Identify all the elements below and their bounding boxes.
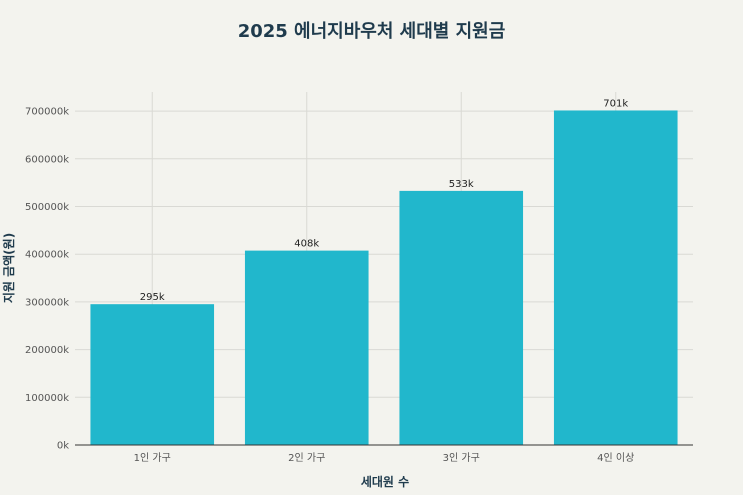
x-axis-title: 세대원 수: [361, 474, 409, 489]
y-tick-label: 100000k: [25, 393, 69, 404]
y-tick-label: 600000k: [25, 154, 69, 165]
x-tick-label: 2인 가구: [288, 452, 325, 464]
x-tick-label: 1인 가구: [134, 452, 171, 464]
chart-title: 2025 에너지바우처 세대별 지원금: [238, 21, 506, 42]
bar: [244, 250, 369, 445]
y-tick-label: 300000k: [25, 297, 69, 308]
y-tick-label: 200000k: [25, 345, 69, 356]
bar-data-label: 295k: [140, 292, 165, 303]
bar-data-label: 408k: [294, 239, 319, 250]
y-axis-title: 지원 금액(원): [1, 233, 16, 303]
bar-data-label: 701k: [603, 98, 628, 109]
label-layer: 0k 100000k 200000k 300000k 400000k 500000k 600…: [25, 98, 634, 464]
x-tick-label: 3인 가구: [443, 452, 480, 464]
bar: [399, 190, 524, 445]
bar-layer: [90, 110, 678, 446]
bar: [553, 110, 678, 446]
y-tick-label: 500000k: [25, 202, 69, 213]
y-tick-label: 400000k: [25, 250, 69, 261]
bar: [90, 304, 215, 445]
x-tick-label: 4인 이상: [597, 452, 634, 464]
y-tick-label: 700000k: [25, 107, 69, 118]
bar-data-label: 533k: [449, 179, 474, 190]
y-tick-label: 0k: [57, 441, 69, 452]
